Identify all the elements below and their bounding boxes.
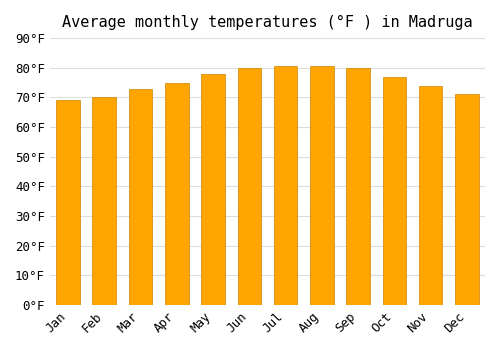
Bar xyxy=(310,66,334,305)
Bar xyxy=(419,86,442,305)
Bar xyxy=(238,68,261,305)
Bar xyxy=(202,74,225,305)
Bar xyxy=(56,100,80,305)
Bar xyxy=(382,77,406,305)
Bar xyxy=(165,83,188,305)
Bar xyxy=(274,66,297,305)
Bar xyxy=(128,89,152,305)
Title: Average monthly temperatures (°F ) in Madruga: Average monthly temperatures (°F ) in Ma… xyxy=(62,15,472,30)
Bar xyxy=(92,97,116,305)
Bar xyxy=(455,94,478,305)
Bar xyxy=(346,68,370,305)
